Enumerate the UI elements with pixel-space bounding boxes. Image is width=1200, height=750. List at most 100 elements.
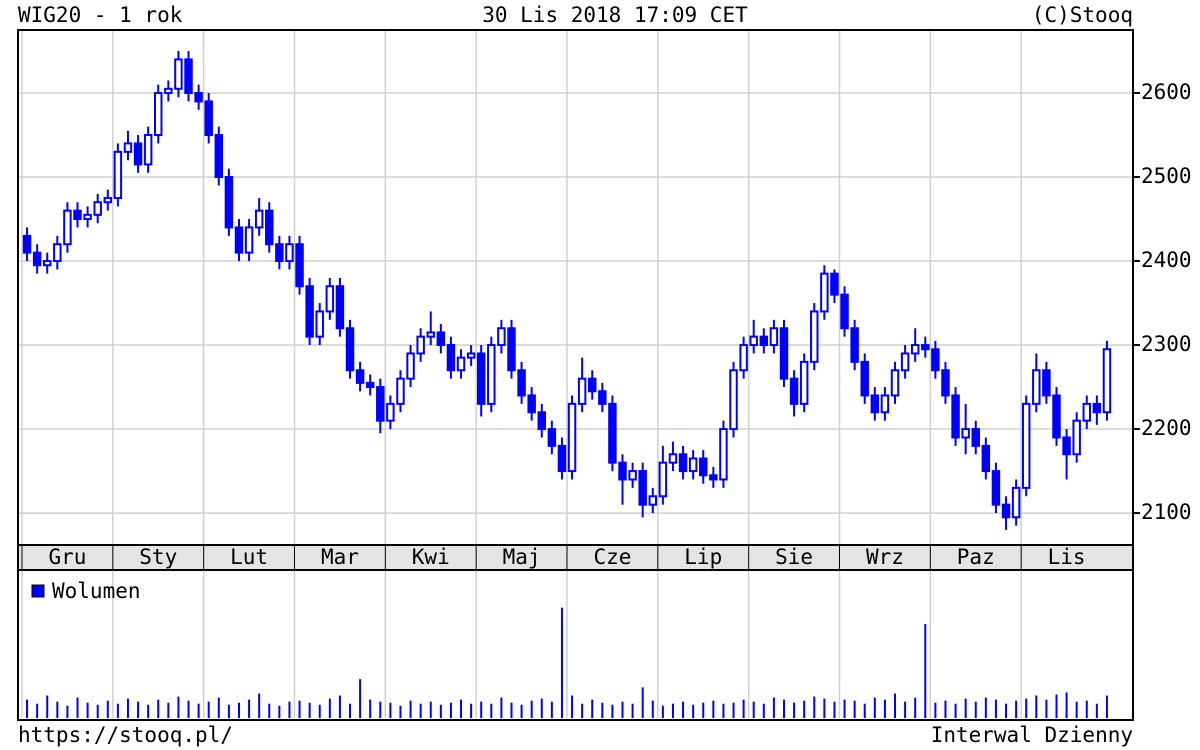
candle-body bbox=[618, 461, 627, 481]
candle-body bbox=[810, 310, 819, 363]
candle-body bbox=[668, 453, 678, 464]
source: (C)Stooq bbox=[1032, 3, 1133, 27]
candle-body bbox=[123, 142, 133, 153]
candle-body bbox=[446, 344, 456, 372]
y-tick-label: 2600 bbox=[1141, 80, 1192, 104]
candle-body bbox=[1092, 402, 1102, 414]
candle-body bbox=[1001, 503, 1011, 519]
candle-body bbox=[386, 402, 395, 422]
candle-body bbox=[1011, 486, 1021, 519]
candle-body bbox=[295, 243, 304, 288]
candle-body bbox=[628, 470, 637, 481]
candle-body bbox=[426, 331, 435, 338]
x-tick-label: Lut bbox=[230, 545, 268, 569]
candle-body bbox=[759, 335, 769, 347]
candle-body bbox=[265, 209, 274, 246]
x-tick-label: Sty bbox=[139, 545, 177, 569]
x-tick-label: Gru bbox=[48, 545, 86, 569]
candle-body bbox=[941, 369, 950, 397]
candle-body bbox=[608, 402, 617, 464]
x-tick-label: Mar bbox=[321, 545, 359, 569]
candle-body bbox=[154, 92, 163, 137]
candle-body bbox=[406, 352, 415, 380]
candle-body bbox=[890, 369, 900, 397]
x-tick-label: Paz bbox=[957, 545, 995, 569]
candle-body bbox=[436, 331, 446, 347]
candle-body bbox=[830, 272, 839, 296]
chart-title: WIG20 - 1 rok bbox=[18, 3, 183, 27]
y-tick-label: 2200 bbox=[1141, 416, 1192, 440]
candle-body bbox=[537, 411, 546, 431]
candle-body bbox=[779, 327, 789, 380]
candle-body bbox=[376, 386, 385, 422]
candle-body bbox=[638, 470, 647, 506]
candle-body bbox=[285, 243, 294, 263]
candle-body bbox=[598, 390, 607, 405]
legend-swatch bbox=[31, 584, 45, 598]
candle-body bbox=[305, 285, 314, 338]
x-tick-label: Cze bbox=[593, 545, 631, 569]
legend-label: Wolumen bbox=[52, 579, 141, 603]
candle-body bbox=[688, 457, 698, 473]
candle-body bbox=[658, 461, 668, 498]
candle-body bbox=[971, 428, 980, 447]
candle-body bbox=[507, 327, 516, 372]
candle-body bbox=[910, 344, 920, 355]
candle-body bbox=[365, 381, 375, 389]
y-tick-label: 2300 bbox=[1141, 332, 1192, 356]
candle-body bbox=[396, 377, 405, 405]
candle-body bbox=[194, 92, 203, 103]
interval: Interwal Dzienny bbox=[931, 723, 1133, 747]
candle-body bbox=[113, 150, 123, 200]
candle-body bbox=[476, 352, 486, 405]
y-tick-label: 2400 bbox=[1141, 248, 1192, 272]
candle-body bbox=[749, 335, 758, 347]
x-tick-label: Kwi bbox=[412, 545, 450, 569]
candle-body bbox=[335, 285, 345, 330]
candle-body bbox=[254, 209, 264, 229]
candle-body bbox=[577, 377, 587, 405]
candle-body bbox=[1032, 369, 1041, 405]
candle-body bbox=[729, 369, 738, 431]
x-tick-label: Lip bbox=[684, 545, 722, 569]
y-tick-label: 2500 bbox=[1141, 164, 1192, 188]
candle-body bbox=[709, 474, 718, 481]
candle-body bbox=[961, 428, 970, 439]
candle-body bbox=[53, 243, 62, 263]
candle-body bbox=[588, 377, 597, 393]
candle-body bbox=[880, 394, 890, 414]
frame bbox=[17, 29, 1134, 721]
candle-body bbox=[870, 394, 880, 414]
candle-body bbox=[860, 360, 869, 397]
candle-body bbox=[678, 453, 688, 473]
y-tick-label: 2100 bbox=[1141, 500, 1192, 524]
candle-body bbox=[648, 495, 658, 506]
candle-body bbox=[355, 369, 365, 384]
candle-body bbox=[1082, 402, 1091, 422]
candle-body bbox=[921, 344, 930, 351]
candle-body bbox=[699, 457, 708, 477]
candle-body bbox=[73, 209, 82, 221]
candle-body bbox=[719, 428, 728, 481]
candle-body bbox=[456, 356, 466, 372]
chart-subtitle: 30 Lis 2018 17:09 CET bbox=[482, 3, 748, 27]
candle-body bbox=[497, 327, 506, 347]
x-tick-label: Lis bbox=[1048, 545, 1086, 569]
candle-body bbox=[1072, 419, 1081, 456]
candle-body bbox=[164, 87, 173, 95]
candle-body bbox=[83, 213, 92, 221]
candle-body bbox=[820, 272, 829, 313]
candle-body bbox=[1062, 436, 1071, 456]
candle-body bbox=[1052, 394, 1061, 439]
candle-body bbox=[739, 344, 748, 372]
candle-body bbox=[315, 310, 324, 338]
candle-body bbox=[1021, 402, 1031, 489]
candle-body bbox=[799, 360, 809, 405]
candle-body bbox=[981, 444, 991, 473]
candle-body bbox=[143, 134, 153, 166]
candle-body bbox=[325, 285, 335, 313]
candle-body bbox=[234, 226, 244, 254]
candle-body bbox=[133, 142, 143, 166]
candle-body bbox=[527, 394, 536, 414]
